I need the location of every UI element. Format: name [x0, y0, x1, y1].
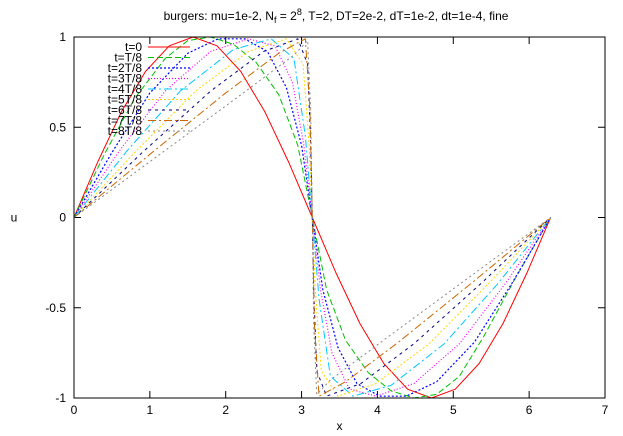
x-tick-label: 4: [374, 403, 381, 417]
x-tick-label: 1: [147, 403, 154, 417]
y-tick-label: 0.5: [49, 120, 66, 134]
x-tick-label: 6: [526, 403, 533, 417]
x-tick-label: 0: [71, 403, 78, 417]
legend-label: t=8T/8: [108, 124, 143, 138]
legend-label: t=T/8: [114, 51, 142, 65]
legend-label: t=4T/8: [108, 82, 143, 96]
x-axis-label: x: [337, 419, 343, 433]
y-axis-label: u: [11, 211, 18, 225]
y-tick-label: 0: [59, 211, 66, 225]
x-tick-label: 3: [298, 403, 305, 417]
y-tick-label: 1: [59, 30, 66, 44]
x-tick-label: 7: [602, 403, 609, 417]
title-prefix: burgers: mu=1e-2, N: [164, 9, 274, 23]
title-subscript: f: [274, 15, 277, 25]
y-tick-label: -0.5: [45, 301, 66, 315]
y-tick-label: -1: [55, 391, 66, 405]
x-tick-label: 2: [222, 403, 229, 417]
title-mid: = 2: [276, 9, 297, 23]
title-suffix: , T=2, DT=2e-2, dT=1e-2, dt=1e-4, fine: [302, 9, 509, 23]
series-line-8: [73, 40, 551, 395]
legend-label: t=2T/8: [108, 61, 143, 75]
legend: t=0t=T/8t=2T/8t=3T/8t=4T/8t=5T/8t=6T/8t=…: [108, 40, 190, 138]
legend-label: t=0: [125, 40, 142, 54]
chart-title: burgers: mu=1e-2, Nf = 28, T=2, DT=2e-2,…: [164, 7, 509, 25]
x-tick-label: 5: [450, 403, 457, 417]
legend-label: t=6T/8: [108, 103, 143, 117]
series-line-1: [73, 36, 552, 399]
legend-label: t=5T/8: [108, 93, 143, 107]
legend-label: t=3T/8: [108, 72, 143, 86]
title-superscript: 8: [297, 7, 302, 17]
series-line-4: [73, 38, 552, 397]
axis-ticks: 0 1 2 3 4 5 6 7 -1 -0.5 0 0.5 1: [45, 30, 608, 417]
legend-label: t=7T/8: [108, 114, 143, 128]
series-lines: [73, 36, 552, 399]
plot-frame: [73, 36, 606, 399]
